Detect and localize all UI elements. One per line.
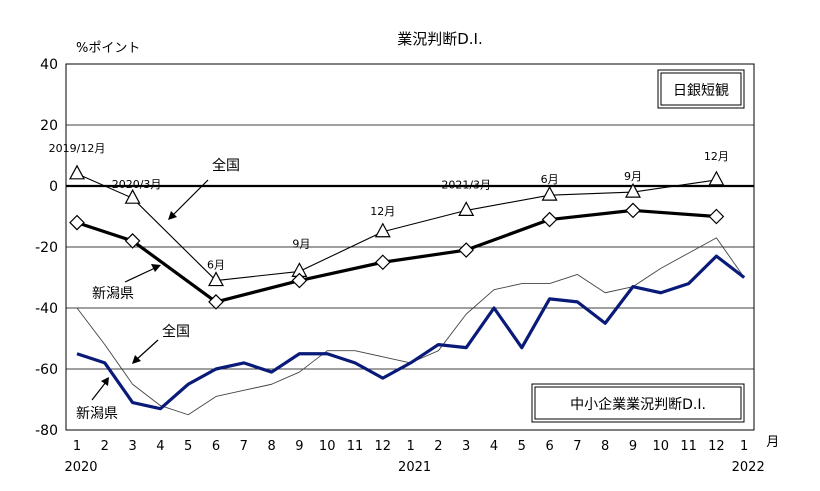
x-tick-label: 11 [347,439,364,454]
triangle-marker [124,188,141,204]
annotation-upper-national: 全国 [168,157,240,220]
triangle-marker [541,185,558,201]
upper-national-line [76,173,717,282]
x-tick-label: 3 [128,439,136,454]
y-tick-label: 20 [40,118,58,134]
x-year-label: 2021 [398,460,431,475]
x-tick-label: 9 [629,439,637,454]
annotation-upper-niigata: 新潟県 [92,264,161,302]
x-tick-label: 8 [601,439,609,454]
point-labels: 2019/12月 2020/3月 6月 9月 12月 2021/3月 6月 9月 12月 [49,142,729,272]
point-label: 6月 [541,173,559,186]
x-tick-label: 5 [518,439,526,454]
x-tick-label: 5 [184,439,192,454]
x-tick-label: 10 [653,439,670,454]
x-year-label: 2022 [732,460,765,475]
y-tick-label: -60 [35,362,58,378]
diamond-marker [208,294,224,310]
triangle-marker [708,170,725,186]
point-label: 9月 [292,237,310,250]
y-tick-label: -40 [35,301,58,317]
x-tick-label: 1 [740,439,748,454]
x-tick-label: 7 [240,439,248,454]
x-tick-label: 12 [375,439,392,454]
lower-panel-box-label: 中小企業業況判断D.I. [570,396,706,413]
y-tick-label: 0 [49,179,58,195]
upper-niigata-line [76,208,717,304]
y-tick-labels: 40 20 0 -20 -40 -60 -80 [35,57,58,439]
upper-national-series [68,164,725,287]
annotation-lower-national-label: 全国 [162,323,190,340]
triangle-marker [68,164,86,180]
diamond-marker [69,214,85,231]
diamond-marker [374,254,391,271]
x-tick-label: 10 [319,439,336,454]
triangle-marker [458,201,475,216]
lower-niigata-series [76,254,746,411]
x-tick-label: 9 [295,439,303,454]
x-tick-label: 2 [434,439,442,454]
x-unit-label: 月 [766,435,779,450]
upper-panel-legend-box: 日銀短観 [657,69,745,109]
point-label: 2020/3月 [112,178,162,191]
point-label: 12月 [370,205,395,218]
x-tick-label: 3 [462,439,470,454]
diamond-marker [291,272,308,289]
plot-frame [65,63,755,431]
y-tick-label: -80 [35,423,58,439]
diamond-marker [625,202,641,219]
triangle-marker [624,182,642,198]
x-tick-label: 1 [73,439,81,454]
x-tick-label: 8 [267,439,275,454]
x-tick-label: 11 [680,439,697,454]
diamond-marker [124,233,141,249]
upper-panel-box-label: 日銀短観 [673,82,729,99]
x-tick-label: 4 [490,439,498,454]
point-label: 9月 [624,170,642,183]
upper-niigata-series [69,202,725,310]
point-label: 12月 [704,150,729,163]
annotation-lower-niigata: 新潟県 [76,377,118,422]
y-tick-label: -20 [35,240,58,256]
lower-panel-legend-box: 中小企業業況判断D.I. [531,383,745,423]
chart-title: 業況判断D.I. [397,30,483,48]
point-label: 6月 [207,259,225,272]
x-tick-label: 6 [545,439,553,454]
diamond-marker [541,211,558,228]
x-tick-label: 7 [573,439,581,454]
grid [66,124,754,370]
y-axis-label: %ポイント [76,41,140,56]
x-tick-label: 12 [708,439,725,454]
diamond-marker [458,242,475,258]
point-label: 2019/12月 [49,142,106,155]
point-label: 2021/3月 [441,178,491,191]
x-tick-label: 2 [101,439,109,454]
x-tick-label: 6 [212,439,220,454]
x-year-label: 2020 [64,460,97,475]
annotation-upper-niigata-label: 新潟県 [92,286,134,302]
triangle-marker [374,222,391,238]
x-tick-label: 4 [156,439,164,454]
lower-niigata-line [76,254,746,411]
annotation-upper-national-label: 全国 [212,157,240,174]
diamond-marker [708,208,725,225]
annotation-lower-national: 全国 [132,323,190,364]
triangle-marker [207,271,225,287]
x-tick-label: 1 [406,439,414,454]
annotation-lower-niigata-label: 新潟県 [76,406,118,422]
y-tick-label: 40 [40,57,58,73]
